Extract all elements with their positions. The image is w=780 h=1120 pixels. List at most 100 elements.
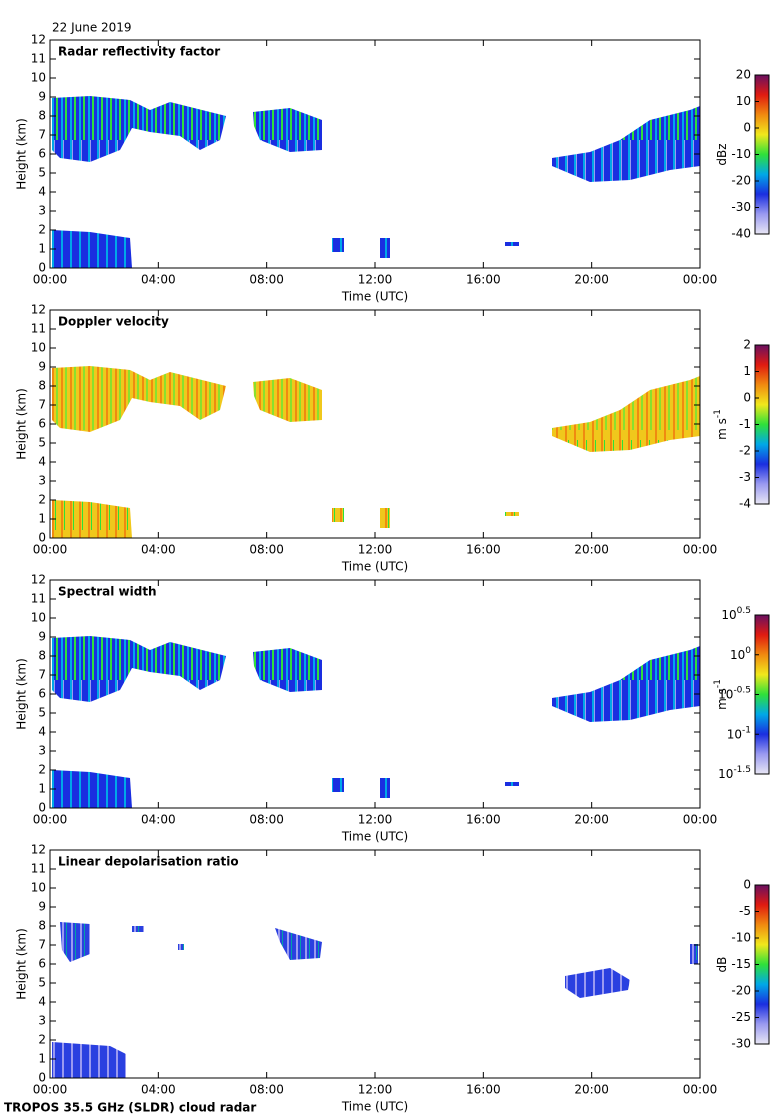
x-tick-label: 08:00 xyxy=(249,273,284,287)
y-tick-label: 6 xyxy=(38,417,46,431)
y-tick-label: 5 xyxy=(38,436,46,450)
y-tick-label: 12 xyxy=(31,573,46,587)
colorbar-tick-label: 0 xyxy=(743,391,751,405)
y-tick-label: 10 xyxy=(31,341,46,355)
y-tick-label: 3 xyxy=(38,1014,46,1028)
panel-title: Radar reflectivity factor xyxy=(58,45,220,59)
x-axis-label: Time (UTC) xyxy=(341,560,408,574)
y-tick-label: 3 xyxy=(38,744,46,758)
y-tick-label: 12 xyxy=(31,843,46,857)
colorbar-tick-label: -30 xyxy=(731,1037,751,1051)
colorbar-unit-exponent: -1 xyxy=(713,409,723,418)
x-tick-label: 12:00 xyxy=(358,813,393,827)
x-axis-label: Time (UTC) xyxy=(341,830,408,844)
radar-echo xyxy=(52,96,700,268)
x-tick-label: 04:00 xyxy=(141,1083,176,1097)
y-tick-label: 11 xyxy=(31,592,46,606)
y-tick-label: 6 xyxy=(38,957,46,971)
colorbar-tick-label: -40 xyxy=(731,227,751,241)
x-tick-label: 20:00 xyxy=(574,1083,609,1097)
y-tick-label: 11 xyxy=(31,862,46,876)
x-tick-label: 04:00 xyxy=(141,813,176,827)
x-tick-label: 16:00 xyxy=(466,543,501,557)
y-tick-label: 4 xyxy=(38,185,46,199)
y-tick-label: 12 xyxy=(31,33,46,47)
colorbar-tick-label: -2 xyxy=(739,444,751,458)
y-tick-label: 3 xyxy=(38,204,46,218)
y-axis-label: Height (km) xyxy=(15,928,29,999)
colorbar-tick-label: -3 xyxy=(739,470,751,484)
y-tick-label: 9 xyxy=(38,900,46,914)
y-tick-label: 8 xyxy=(38,919,46,933)
y-axis-label: Height (km) xyxy=(15,658,29,729)
y-tick-label: 1 xyxy=(38,512,46,526)
colorbar-tick-label: -30 xyxy=(731,200,751,214)
colorbar-tick-label: 2 xyxy=(743,338,751,352)
colorbar-tick-label: -20 xyxy=(731,984,751,998)
panel-title: Doppler velocity xyxy=(58,315,169,329)
colorbar-tick-label: 1 xyxy=(743,364,751,378)
y-tick-label: 2 xyxy=(38,1033,46,1047)
y-tick-label: 12 xyxy=(31,303,46,317)
x-tick-label: 20:00 xyxy=(574,273,609,287)
y-tick-label: 1 xyxy=(38,782,46,796)
x-tick-label: 20:00 xyxy=(574,813,609,827)
x-tick-label: 00:00 xyxy=(683,813,718,827)
footer: TROPOS 35.5 GHz (SLDR) cloud radar xyxy=(4,1101,256,1115)
y-tick-label: 10 xyxy=(31,611,46,625)
colorbar-tick-label: -10 xyxy=(731,147,751,161)
x-tick-label: 00:00 xyxy=(33,543,68,557)
x-tick-label: 08:00 xyxy=(249,813,284,827)
colorbar-tick-exponent: -1 xyxy=(742,725,751,735)
x-tick-label: 00:00 xyxy=(33,813,68,827)
radar-echo xyxy=(52,366,700,538)
panel-title: Spectral width xyxy=(58,585,157,599)
y-tick-label: 9 xyxy=(38,630,46,644)
y-tick-label: 11 xyxy=(31,52,46,66)
x-tick-label: 08:00 xyxy=(249,543,284,557)
colorbar-tick-label: -5 xyxy=(739,904,751,918)
radar-echo xyxy=(52,636,700,808)
y-tick-label: 9 xyxy=(38,90,46,104)
x-tick-label: 00:00 xyxy=(33,1083,68,1097)
colorbar-unit: m s xyxy=(715,688,729,710)
y-tick-label: 10 xyxy=(31,71,46,85)
x-axis-label: Time (UTC) xyxy=(341,290,408,304)
y-tick-label: 10 xyxy=(31,881,46,895)
x-tick-label: 04:00 xyxy=(141,273,176,287)
x-tick-label: 16:00 xyxy=(466,813,501,827)
y-tick-label: 11 xyxy=(31,322,46,336)
x-tick-label: 12:00 xyxy=(358,543,393,557)
x-tick-label: 00:00 xyxy=(683,543,718,557)
x-tick-label: 00:00 xyxy=(683,273,718,287)
y-tick-label: 0 xyxy=(38,531,46,545)
colorbar-tick-exponent: -1.5 xyxy=(733,765,751,775)
colorbar-tick-base: 10 xyxy=(721,608,736,622)
y-tick-label: 0 xyxy=(38,801,46,815)
y-tick-label: 4 xyxy=(38,455,46,469)
x-tick-label: 16:00 xyxy=(466,273,501,287)
colorbar-label: m s-1 xyxy=(713,409,729,440)
y-tick-label: 2 xyxy=(38,493,46,507)
x-tick-label: 20:00 xyxy=(574,543,609,557)
y-tick-label: 0 xyxy=(38,261,46,275)
x-tick-label: 16:00 xyxy=(466,1083,501,1097)
y-tick-label: 7 xyxy=(38,938,46,952)
colorbar-tick-label: -15 xyxy=(731,957,751,971)
y-tick-label: 2 xyxy=(38,223,46,237)
colorbar-tick-label: 0 xyxy=(743,121,751,135)
colorbar-tick-exponent: -0.5 xyxy=(733,685,751,695)
colorbar-tick-label: 100.5 xyxy=(721,606,751,622)
radar-echo xyxy=(52,922,698,1078)
y-tick-label: 3 xyxy=(38,474,46,488)
colorbar-tick-label: 10-0.5 xyxy=(718,685,751,701)
y-tick-label: 5 xyxy=(38,166,46,180)
y-tick-label: 8 xyxy=(38,109,46,123)
colorbar-tick-base: 10 xyxy=(727,727,742,741)
colorbar-tick-label: -25 xyxy=(731,1010,751,1024)
colorbar-tick-base: 10 xyxy=(730,647,745,661)
x-axis-label: Time (UTC) xyxy=(341,1100,408,1114)
colorbar-tick-label: 20 xyxy=(736,68,751,82)
y-tick-label: 7 xyxy=(38,128,46,142)
x-tick-label: 04:00 xyxy=(141,543,176,557)
